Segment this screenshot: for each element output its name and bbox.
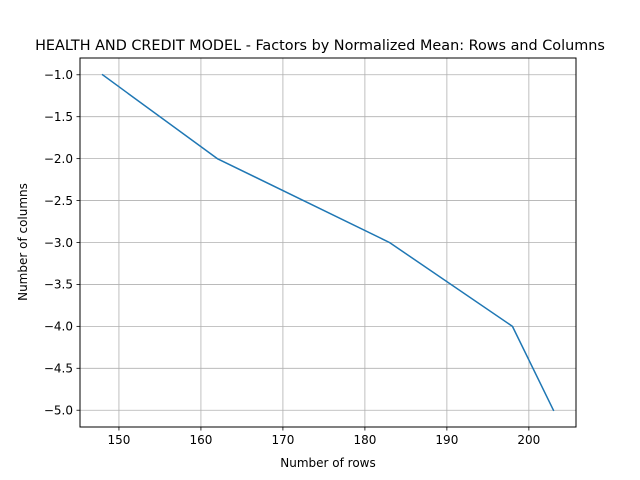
y-tick-label: −1.0 (44, 68, 73, 82)
y-tick-label: −4.5 (44, 362, 73, 376)
y-axis-ticks: −1.0 −1.5 −2.0 −2.5 −3.0 −3.5 −4.0 −4.5 −5.0 (44, 68, 80, 418)
y-tick-label: −3.0 (44, 236, 73, 250)
y-tick-label: −1.5 (44, 110, 73, 124)
y-axis-label: Number of columns (16, 183, 30, 301)
y-tick-label: −2.0 (44, 152, 73, 166)
x-tick-label: 180 (353, 433, 376, 447)
series-line-0 (101, 73, 555, 412)
y-tick-label: −4.0 (44, 320, 73, 334)
x-tick-label: 160 (189, 433, 212, 447)
x-tick-label: 150 (107, 433, 130, 447)
x-tick-label: 170 (271, 433, 294, 447)
x-tick-label: 200 (517, 433, 540, 447)
y-tick-label: −2.5 (44, 194, 73, 208)
chart-title: HEALTH AND CREDIT MODEL - Factors by Nor… (35, 38, 605, 54)
grid-lines (80, 58, 576, 427)
x-axis-label: Number of rows (280, 456, 375, 470)
x-tick-label: 190 (435, 433, 458, 447)
series-layer (101, 73, 555, 412)
y-tick-label: −3.5 (44, 278, 73, 292)
y-tick-label: −5.0 (44, 404, 73, 418)
x-axis-ticks: 150 160 170 180 190 200 (107, 427, 540, 447)
